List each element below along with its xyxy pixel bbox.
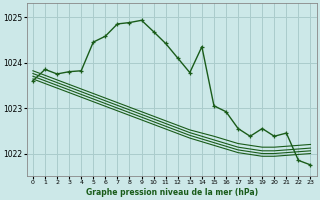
X-axis label: Graphe pression niveau de la mer (hPa): Graphe pression niveau de la mer (hPa) [86, 188, 258, 197]
